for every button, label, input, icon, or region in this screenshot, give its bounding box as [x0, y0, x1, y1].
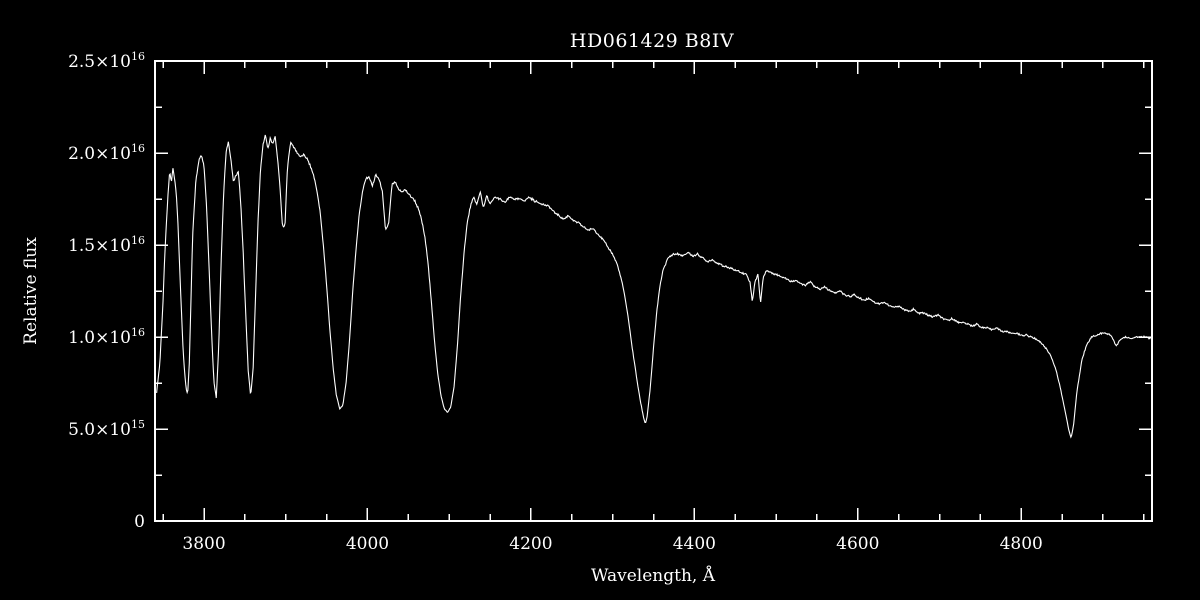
y-tick-label: 1.0×1016 [68, 326, 145, 348]
x-axis-title: Wavelength, Å [591, 565, 716, 586]
x-tick-label: 4800 [1000, 534, 1043, 554]
x-axis-tick-labels: 3800 4000 4200 4400 4600 4800 [182, 534, 1042, 554]
y-tick-label: 2.0×1016 [68, 142, 145, 164]
spectrum-trace [156, 134, 1151, 439]
y-axis-title: Relative flux [21, 237, 41, 345]
y-axis-tick-labels: 0 5.0×1015 1.0×1016 1.5×1016 2.0×1016 2.5×101… [68, 50, 145, 532]
chart-title: HD061429 B8IV [570, 30, 734, 52]
x-tick-label: 4200 [509, 534, 552, 554]
y-tick-label: 2.5×1016 [68, 50, 145, 72]
spectrum-series-group [156, 134, 1151, 439]
y-tick-label: 1.5×1016 [68, 234, 145, 256]
y-tick-label: 0 [134, 512, 145, 532]
y-tick-label: 5.0×1015 [68, 418, 145, 440]
x-axis-ticks [162, 61, 1145, 521]
x-tick-label: 4600 [836, 534, 879, 554]
x-tick-label: 3800 [182, 534, 225, 554]
x-tick-label: 4000 [346, 534, 389, 554]
x-tick-label: 4400 [673, 534, 716, 554]
